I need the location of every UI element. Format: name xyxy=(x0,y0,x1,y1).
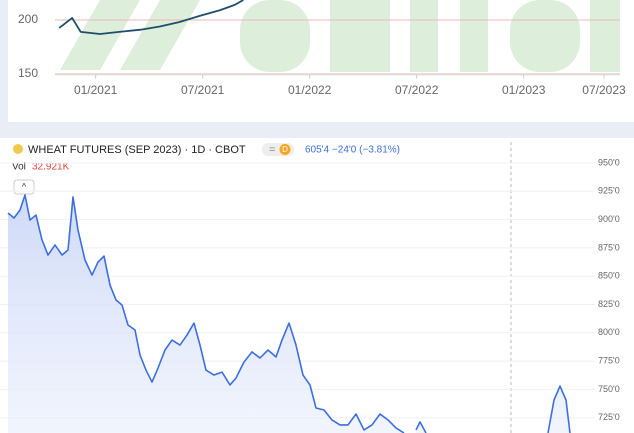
chart-title: WHEAT FUTURES (SEP 2023) · 1D · CBOT xyxy=(28,144,246,156)
badge-dash: = xyxy=(269,144,275,156)
y-tick-label: 900'0 xyxy=(598,214,620,224)
y-tick-label: 750'0 xyxy=(598,384,620,394)
line xyxy=(58,0,244,35)
volume: 32.921K xyxy=(32,162,70,173)
area xyxy=(8,195,570,433)
volume-label: Vol xyxy=(12,162,26,173)
collapse-icon[interactable]: ^ xyxy=(22,181,27,191)
y-tick-label: 850'0 xyxy=(598,271,620,281)
x-tick-label: 01/2021 xyxy=(74,83,118,97)
y-tick-label: 950'0 xyxy=(598,157,620,167)
y-tick-label: 200 xyxy=(18,12,38,26)
x-tick-label: 01/2023 xyxy=(502,83,546,97)
symbol-icon xyxy=(13,144,23,154)
collapse-button[interactable] xyxy=(13,179,35,195)
y-tick-label: 800'0 xyxy=(598,327,620,337)
x-tick-label: 07/2021 xyxy=(181,83,225,97)
y-tick-label: 875'0 xyxy=(598,242,620,252)
x-tick-label: 07/2022 xyxy=(395,83,439,97)
badge-dot xyxy=(279,144,291,155)
x-tick-label: 01/2022 xyxy=(288,83,332,97)
y-tick-label: 775'0 xyxy=(598,355,620,365)
interval-badge: D xyxy=(282,145,288,154)
watermark xyxy=(60,0,620,72)
y-tick-label: 725'0 xyxy=(598,412,620,422)
y-tick-label: 150 xyxy=(18,66,38,80)
y-tick-label: 825'0 xyxy=(598,299,620,309)
y-tick-label: 925'0 xyxy=(598,186,620,196)
quote: 605'4 −24'0 (−3.81%) xyxy=(305,145,400,156)
x-tick-label: 07/2023 xyxy=(582,83,626,97)
line xyxy=(7,194,571,433)
